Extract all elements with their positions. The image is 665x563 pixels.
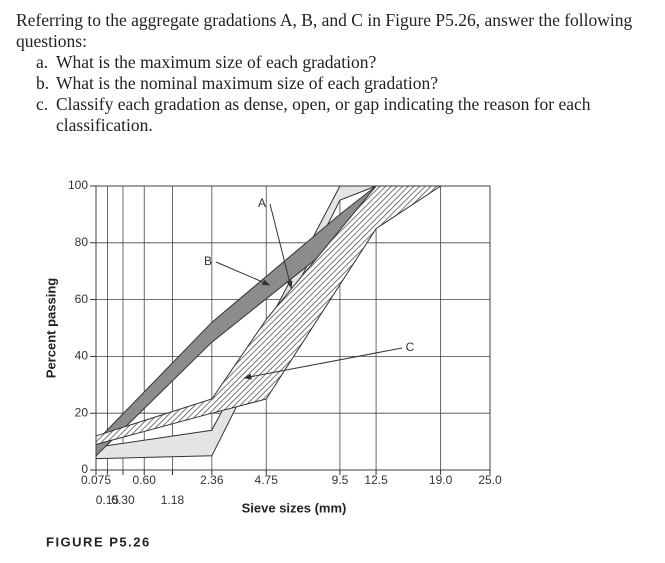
x-tick-label: 12.5 [364,473,388,487]
item-text: What is the maximum size of each gradati… [56,52,377,72]
y-tick-label: 100 [68,178,88,192]
item: b. What is the nominal maximum size of ea… [36,73,646,94]
y-tick-label: 40 [75,349,89,363]
x-axis-label: Sieve sizes (mm) [242,500,347,515]
y-tick-label: 20 [75,405,89,419]
annotation-arrow [269,203,293,290]
annotation-arrow [215,261,271,286]
marker: a. [36,52,49,72]
annotations: A B C [204,196,415,380]
marker: c. [36,94,49,114]
y-tick-label: 0 [81,462,88,476]
item: c. Classify each gradation as dense, open… [36,94,646,136]
x-tick-label: 25.0 [478,473,502,487]
intro: Referring to the aggregate gradations A,… [16,10,633,51]
y-tick-label: 80 [75,235,89,249]
item-text: Classify each gradation as dense, open, … [56,94,591,135]
question: Referring to the aggregate gradations A,… [16,10,646,136]
item-text: What is the nominal maximum size of each… [56,73,438,93]
band [95,185,443,446]
annotation-label: C [406,340,415,354]
x-tick-label: 0.075 [81,473,111,487]
annotation-arrow [243,347,403,380]
annotation-label: B [204,254,212,268]
x-tick-label: 19.0 [429,473,453,487]
x-tick-label: 1.18 [161,493,185,507]
y-axis-label: Percent passing [43,278,58,378]
item: a. What is the maximum size of each grada… [36,52,646,73]
marker: b. [36,73,50,93]
figure-caption: FIGURE P5.26 [46,534,151,549]
bands [95,185,443,460]
x-tick-label: 0.15 [96,493,120,507]
y-tick-label: 60 [75,292,89,306]
x-tick-label: 9.5 [332,473,349,487]
x-tick-label: 0.60 [133,473,157,487]
x-tick-label: 4.75 [255,473,279,487]
annotation-label: A [258,196,266,210]
x-tick-label: 0.30 [111,493,135,507]
x-tick-label: 2.36 [200,473,224,487]
